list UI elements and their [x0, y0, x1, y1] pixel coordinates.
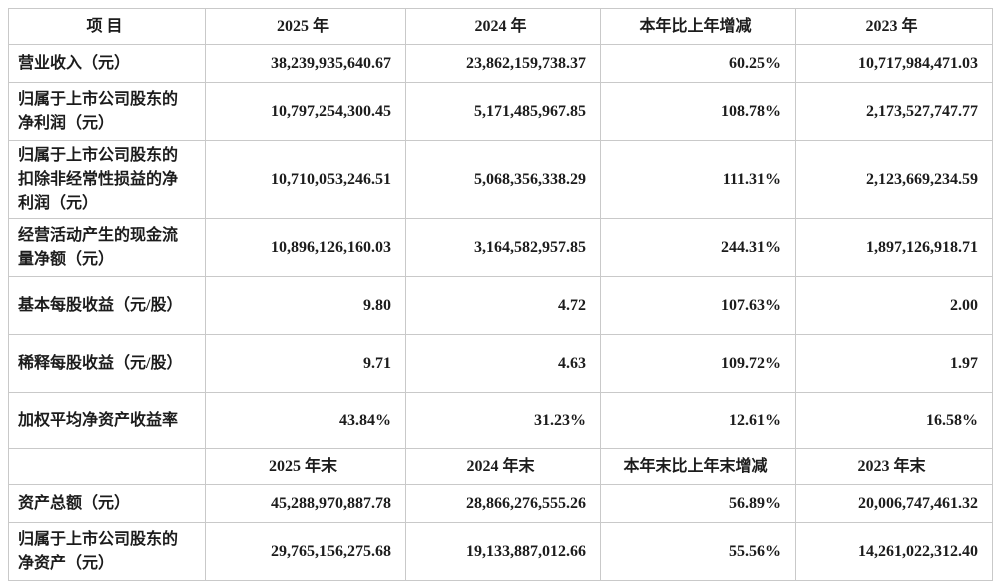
cell-2023: 20,006,747,461.32 [795, 484, 993, 523]
cell-change: 107.63% [600, 276, 796, 335]
header-2024-end: 2024 年末 [405, 448, 601, 485]
row-label: 归属于上市公司股东的扣除非经常性损益的净利润（元） [8, 140, 206, 219]
table-row-basic-eps: 基本每股收益（元/股） 9.80 4.72 107.63% 2.00 [8, 276, 993, 335]
cell-2023: 1.97 [795, 334, 993, 393]
cell-2023: 1,897,126,918.71 [795, 218, 993, 277]
cell-2024: 23,862,159,738.37 [405, 44, 601, 83]
header-2023-end: 2023 年末 [795, 448, 993, 485]
cell-2024: 4.72 [405, 276, 601, 335]
table-row-operating-cash-flow: 经营活动产生的现金流量净额（元） 10,896,126,160.03 3,164… [8, 218, 993, 277]
header-2025-end: 2025 年末 [205, 448, 406, 485]
table-header-row-annual: 项 目 2025 年 2024 年 本年比上年增减 2023 年 [8, 8, 993, 45]
cell-2023: 14,261,022,312.40 [795, 522, 993, 581]
header-2024: 2024 年 [405, 8, 601, 45]
row-label: 加权平均净资产收益率 [8, 392, 206, 449]
table-row-weighted-avg-roe: 加权平均净资产收益率 43.84% 31.23% 12.61% 16.58% [8, 392, 993, 449]
cell-2025: 9.80 [205, 276, 406, 335]
header-item-column: 项 目 [8, 8, 206, 45]
cell-2024: 3,164,582,957.85 [405, 218, 601, 277]
cell-2023: 2,123,669,234.59 [795, 140, 993, 219]
cell-2023: 16.58% [795, 392, 993, 449]
table-row-total-assets: 资产总额（元） 45,288,970,887.78 28,866,276,555… [8, 484, 993, 523]
cell-2025: 45,288,970,887.78 [205, 484, 406, 523]
table-row-net-assets: 归属于上市公司股东的净资产（元） 29,765,156,275.68 19,13… [8, 522, 993, 581]
cell-change: 244.31% [600, 218, 796, 277]
cell-2023: 2,173,527,747.77 [795, 82, 993, 141]
table-row-net-profit: 归属于上市公司股东的净利润（元） 10,797,254,300.45 5,171… [8, 82, 993, 141]
cell-change: 56.89% [600, 484, 796, 523]
cell-change: 111.31% [600, 140, 796, 219]
cell-2025: 10,896,126,160.03 [205, 218, 406, 277]
row-label: 稀释每股收益（元/股） [8, 334, 206, 393]
cell-2025: 29,765,156,275.68 [205, 522, 406, 581]
row-label: 归属于上市公司股东的净资产（元） [8, 522, 206, 581]
table-row-net-profit-excl-nonrecurring: 归属于上市公司股东的扣除非经常性损益的净利润（元） 10,710,053,246… [8, 140, 993, 219]
row-label: 营业收入（元） [8, 44, 206, 83]
cell-2025: 38,239,935,640.67 [205, 44, 406, 83]
row-label: 归属于上市公司股东的净利润（元） [8, 82, 206, 141]
cell-2024: 31.23% [405, 392, 601, 449]
cell-2023: 10,717,984,471.03 [795, 44, 993, 83]
table-row-diluted-eps: 稀释每股收益（元/股） 9.71 4.63 109.72% 1.97 [8, 334, 993, 393]
cell-2023: 2.00 [795, 276, 993, 335]
table-row-operating-revenue: 营业收入（元） 38,239,935,640.67 23,862,159,738… [8, 44, 993, 83]
financial-summary-table: 项 目 2025 年 2024 年 本年比上年增减 2023 年 营业收入（元）… [8, 8, 993, 581]
cell-2024: 4.63 [405, 334, 601, 393]
row-label: 资产总额（元） [8, 484, 206, 523]
cell-change: 12.61% [600, 392, 796, 449]
header-end-yoy-change: 本年末比上年末增减 [600, 448, 796, 485]
table-header-row-period-end: 2025 年末 2024 年末 本年末比上年末增减 2023 年末 [8, 448, 993, 485]
cell-change: 109.72% [600, 334, 796, 393]
cell-2025: 10,797,254,300.45 [205, 82, 406, 141]
cell-2025: 9.71 [205, 334, 406, 393]
cell-2024: 28,866,276,555.26 [405, 484, 601, 523]
cell-2025: 10,710,053,246.51 [205, 140, 406, 219]
header-yoy-change: 本年比上年增减 [600, 8, 796, 45]
header-2023: 2023 年 [795, 8, 993, 45]
cell-change: 55.56% [600, 522, 796, 581]
header-2025: 2025 年 [205, 8, 406, 45]
row-label: 基本每股收益（元/股） [8, 276, 206, 335]
row-label: 经营活动产生的现金流量净额（元） [8, 218, 206, 277]
cell-2024: 19,133,887,012.66 [405, 522, 601, 581]
header-blank [8, 448, 206, 485]
cell-2025: 43.84% [205, 392, 406, 449]
cell-2024: 5,171,485,967.85 [405, 82, 601, 141]
cell-change: 60.25% [600, 44, 796, 83]
cell-2024: 5,068,356,338.29 [405, 140, 601, 219]
cell-change: 108.78% [600, 82, 796, 141]
